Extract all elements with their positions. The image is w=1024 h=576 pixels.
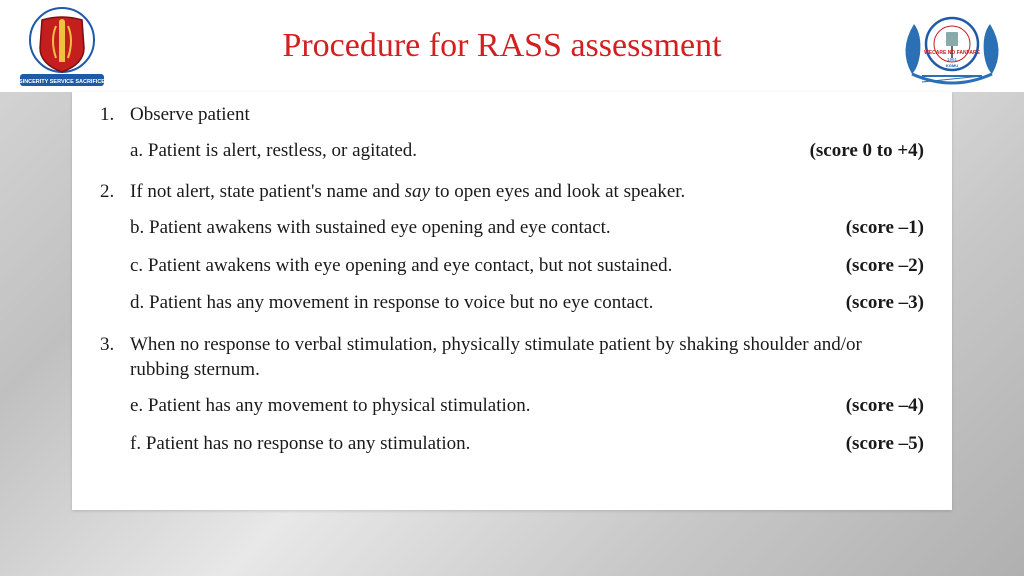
sub-row: b. Patient awakens with sustained eye op… bbox=[130, 215, 924, 241]
step-main-pre: If not alert, state patient's name and bbox=[130, 181, 405, 202]
svg-text:SINCERITY SERVICE SACRIFICE: SINCERITY SERVICE SACRIFICE bbox=[19, 79, 105, 85]
sub-text: d. Patient has any movement in response … bbox=[130, 290, 834, 316]
step-main-post: to open eyes and look at speaker. bbox=[430, 181, 685, 202]
crest-icon: SINCERITY SERVICE SACRIFICE bbox=[12, 4, 112, 88]
svg-text:WECARE NO FANFARE: WECARE NO FANFARE bbox=[924, 50, 981, 56]
logo-left-university-crest: SINCERITY SERVICE SACRIFICE bbox=[12, 4, 112, 88]
sub-row: f. Patient has no response to any stimul… bbox=[130, 431, 924, 457]
step-main-text: Observe patient bbox=[130, 102, 924, 128]
content-panel: 1. Observe patient a. Patient is alert, … bbox=[72, 92, 952, 510]
score-text: (score –5) bbox=[846, 431, 924, 457]
score-text: (score –3) bbox=[846, 290, 924, 316]
svg-text:1961: 1961 bbox=[947, 57, 958, 62]
sub-row: c. Patient awakens with eye opening and … bbox=[130, 253, 924, 279]
step-3: 3. When no response to verbal stimulatio… bbox=[100, 332, 924, 457]
svg-text:KGMU: KGMU bbox=[946, 63, 958, 68]
slide-title: Procedure for RASS assessment bbox=[112, 27, 892, 65]
logo-right-department-wreath: WECARE NO FANFARE 1961 KGMU bbox=[892, 4, 1012, 88]
sub-row: a. Patient is alert, restless, or agitat… bbox=[130, 138, 924, 164]
step-main-italic: say bbox=[405, 181, 430, 202]
step-number: 2. bbox=[100, 179, 130, 328]
step-number: 3. bbox=[100, 332, 130, 457]
sub-text: b. Patient awakens with sustained eye op… bbox=[130, 215, 834, 241]
sub-row: e. Patient has any movement to physical … bbox=[130, 393, 924, 419]
sub-text: c. Patient awakens with eye opening and … bbox=[130, 253, 834, 279]
header-band: SINCERITY SERVICE SACRIFICE Procedure fo… bbox=[0, 0, 1024, 92]
step-main-text: When no response to verbal stimulation, … bbox=[130, 332, 924, 383]
step-number: 1. bbox=[100, 102, 130, 175]
score-text: (score –4) bbox=[846, 393, 924, 419]
sub-row: d. Patient has any movement in response … bbox=[130, 290, 924, 316]
wreath-icon: WECARE NO FANFARE 1961 KGMU bbox=[892, 4, 1012, 88]
step-1: 1. Observe patient a. Patient is alert, … bbox=[100, 102, 924, 175]
score-text: (score –1) bbox=[846, 215, 924, 241]
score-text: (score 0 to +4) bbox=[810, 138, 924, 164]
step-main-text: If not alert, state patient's name and s… bbox=[130, 179, 924, 205]
sub-text: e. Patient has any movement to physical … bbox=[130, 393, 834, 419]
step-2: 2. If not alert, state patient's name an… bbox=[100, 179, 924, 328]
score-text: (score –2) bbox=[846, 253, 924, 279]
sub-text: f. Patient has no response to any stimul… bbox=[130, 431, 834, 457]
sub-text: a. Patient is alert, restless, or agitat… bbox=[130, 138, 798, 164]
